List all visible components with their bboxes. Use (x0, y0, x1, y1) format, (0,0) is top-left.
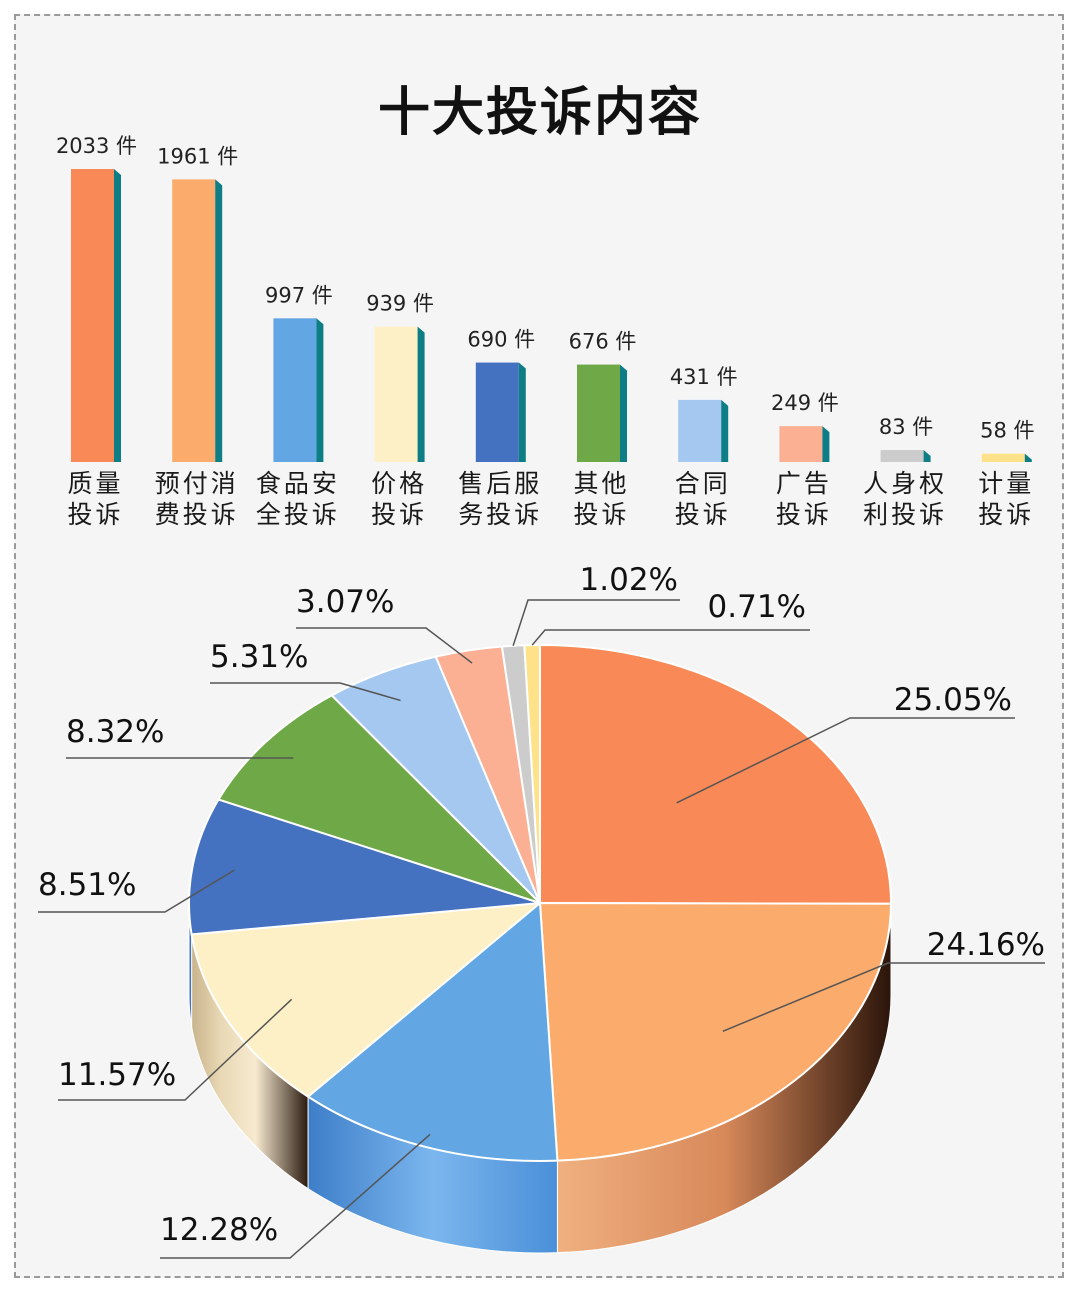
bar-category-label: 投诉 (371, 500, 427, 529)
bar-category-label: 质量 (67, 469, 123, 498)
bar-9 (880, 450, 924, 462)
bar-side-1 (114, 169, 121, 462)
bar-category-label: 利投诉 (863, 500, 947, 529)
bar-category-label: 合同 (675, 469, 731, 498)
bar-side-10 (1024, 453, 1032, 462)
pie-percent-label: 24.16% (927, 927, 1045, 963)
bar-value-label: 676 件 (569, 330, 637, 354)
pie-percent-label: 12.28% (160, 1212, 278, 1248)
bar-value-label: 997 件 (265, 283, 333, 307)
pie-percent-label: 11.57% (58, 1057, 176, 1093)
bar-category-label: 投诉 (573, 500, 629, 529)
pie-leader-line (676, 717, 1015, 804)
bar-value-label: 249 件 (771, 391, 839, 415)
bar-category-label: 预付消 (155, 469, 239, 498)
bar-5 (475, 362, 519, 462)
bar-3 (273, 318, 317, 462)
bar-value-label: 1961 件 (157, 144, 238, 168)
pie-percent-label: 5.31% (210, 639, 308, 675)
pie-percent-label: 1.02% (580, 562, 678, 598)
bar-1 (71, 169, 114, 462)
pie-slice-6 (216, 694, 541, 904)
pie-slice-3 (306, 900, 559, 1162)
bar-side-6 (620, 364, 627, 462)
pie-slice-4 (190, 901, 544, 1098)
bar-6 (577, 364, 620, 462)
pie-leader-line (296, 627, 473, 664)
pie-percent-label: 25.05% (894, 682, 1012, 718)
bar-category-label: 投诉 (67, 500, 123, 529)
bar-value-label: 58 件 (980, 419, 1034, 443)
bar-value-label: 431 件 (670, 365, 738, 389)
pie-leader-line (210, 682, 401, 702)
pie-leader-line (38, 869, 235, 913)
pie-slice-2 (538, 901, 893, 1162)
bar-side-3 (316, 318, 324, 462)
pie-percent-label: 8.51% (38, 867, 136, 903)
bar-side-8 (822, 426, 830, 462)
bar-7 (678, 399, 722, 462)
bar-category-label: 投诉 (776, 500, 832, 529)
bar-side-2 (215, 179, 223, 463)
pie-slice-10 (523, 643, 541, 904)
pie-leader-line (531, 629, 810, 646)
bar-category-label: 价格 (371, 469, 427, 498)
bar-category-label: 其他 (573, 469, 629, 498)
pie-leader-line (160, 1133, 431, 1259)
bar-category-label: 投诉 (675, 500, 731, 529)
bar-category-label: 全投诉 (256, 500, 340, 529)
bar-value-label: 690 件 (467, 328, 535, 352)
pie-leader-line (722, 962, 1045, 1032)
bar-category-label: 务投诉 (458, 500, 542, 529)
bar-10 (981, 453, 1025, 462)
bar-side-5 (518, 362, 526, 462)
pie-slice-1 (539, 643, 892, 905)
bar-side-4 (417, 326, 425, 462)
bar-category-label: 人身权 (863, 469, 947, 498)
pie-percent-label: 3.07% (296, 584, 394, 620)
bar-category-label: 投诉 (978, 500, 1034, 529)
pie-percent-label: 8.32% (66, 714, 164, 750)
bar-2 (172, 179, 216, 463)
chart-title: 十大投诉内容 (377, 83, 702, 143)
bar-side-7 (721, 399, 729, 462)
pie-leader-line (512, 599, 680, 646)
pie-percent-label: 0.71% (708, 589, 806, 625)
bar-category-label: 食品安 (256, 469, 340, 498)
pie-leader-line (58, 998, 293, 1101)
bar-value-label: 83 件 (879, 415, 933, 439)
bar-category-label: 费投诉 (155, 500, 239, 529)
bar-category-label: 计量 (978, 469, 1034, 498)
bar-value-label: 2033 件 (56, 134, 137, 158)
bar-category-label: 广告 (776, 469, 832, 498)
pie-slice-5 (188, 798, 541, 936)
bar-8 (779, 426, 823, 462)
bar-side-9 (923, 450, 931, 462)
bar-value-label: 939 件 (366, 292, 434, 316)
bar-category-label: 售后服 (458, 469, 542, 498)
bar-4 (374, 326, 418, 462)
